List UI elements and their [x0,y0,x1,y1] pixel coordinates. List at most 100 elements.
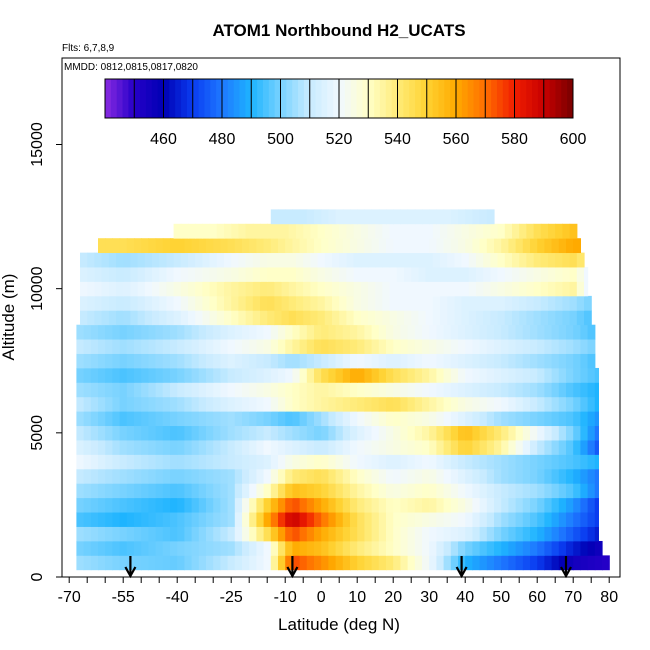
heatmap-cell [436,483,445,499]
heatmap-cell [321,555,329,571]
heatmap-cell [314,411,322,427]
heatmap-cell [501,411,509,427]
heatmap-cell [335,411,344,427]
heatmap-cell [328,555,337,571]
heatmap-cell [551,440,560,455]
heatmap-cell [105,497,113,513]
heatmap-cell [76,324,85,340]
heatmap-cell [551,339,560,354]
heatmap-cell [314,425,322,441]
heatmap-cell [180,281,189,297]
heatmap-cell [134,497,142,513]
heatmap-cell [321,468,329,484]
heatmap-cell [296,281,304,297]
heatmap-cell [407,540,416,556]
heatmap-cell [288,267,297,282]
colorbar-segment [257,79,264,118]
heatmap-cell [285,411,293,427]
heatmap-cell [576,295,585,311]
heatmap-cell [170,512,178,527]
heatmap-cell [170,497,178,513]
heatmap-cell [508,540,517,556]
heatmap-cell [292,540,301,556]
heatmap-cell [177,454,185,470]
heatmap-cell [256,483,265,499]
heatmap-cell [335,440,344,455]
heatmap-cell [486,353,495,369]
heatmap-cell [188,267,196,282]
heatmap-cell [198,238,207,254]
heatmap-cell [155,454,164,470]
heatmap-cell [144,281,153,297]
heatmap-cell [566,555,574,571]
heatmap-cell [522,411,531,427]
heatmap-cell [576,281,585,297]
heatmap-cell [231,310,239,326]
heatmap-cell [530,324,538,340]
heatmap-cell [177,526,185,542]
heatmap-cell [486,468,495,484]
heatmap-cell [321,382,329,398]
heatmap-cell [105,238,113,254]
colorbar-segment [473,79,480,118]
heatmap-cell [184,468,193,484]
heatmap-cell [400,483,409,499]
colorbar-segment [151,79,159,118]
heatmap-cell [389,223,398,239]
heatmap-cell [202,310,211,326]
heatmap-cell [544,367,553,383]
heatmap-cell [227,526,236,542]
heatmap-cell [105,367,113,383]
heatmap-cell [231,281,239,297]
heatmap-cell [148,425,157,441]
heatmap-cell [411,267,419,282]
heatmap-cell [458,483,466,499]
heatmap-cell [155,468,164,484]
heatmap-cell [432,267,441,282]
heatmap-cell [501,468,509,484]
heatmap-cell [90,324,99,340]
heatmap-cell [486,382,495,398]
heatmap-cell [450,440,459,455]
heatmap-cell [530,454,538,470]
colorbar-segment [251,79,258,118]
heatmap-cell [270,396,279,412]
heatmap-cell [170,454,178,470]
heatmap-cell [522,555,531,571]
heatmap-cell [555,267,563,282]
heatmap-cell [580,497,589,513]
heatmap-cell [533,267,542,282]
heatmap-cell [126,353,135,369]
colorbar-segment [508,79,515,118]
heatmap-cell [260,267,268,282]
heatmap-cell [314,339,322,354]
heatmap-cell [562,252,571,268]
heatmap-cell [396,295,405,311]
heatmap-cell [483,281,491,297]
heatmap-cell [558,367,567,383]
heatmap-cell [587,468,596,484]
heatmap-cell [342,454,351,470]
heatmap-cell [497,267,506,282]
colorbar-segment [163,79,170,118]
heatmap-cell [296,267,304,282]
heatmap-cell [537,483,545,499]
heatmap-cell [184,353,193,369]
heatmap-cell [371,454,380,470]
heatmap-cell [314,555,322,571]
heatmap-cell [252,267,261,282]
heatmap-cell [494,468,502,484]
heatmap-cell [339,281,347,297]
heatmap-cell [461,295,470,311]
heatmap-cell [119,396,128,412]
heatmap-cell [580,425,589,441]
heatmap-cell [544,526,553,542]
heatmap-cell [530,396,538,412]
heatmap-cell [206,425,214,441]
heatmap-cell [440,281,448,297]
heatmap-cell [299,339,308,354]
heatmap-cell [447,310,455,326]
heatmap-cell [382,267,391,282]
heatmap-cell [220,324,229,340]
